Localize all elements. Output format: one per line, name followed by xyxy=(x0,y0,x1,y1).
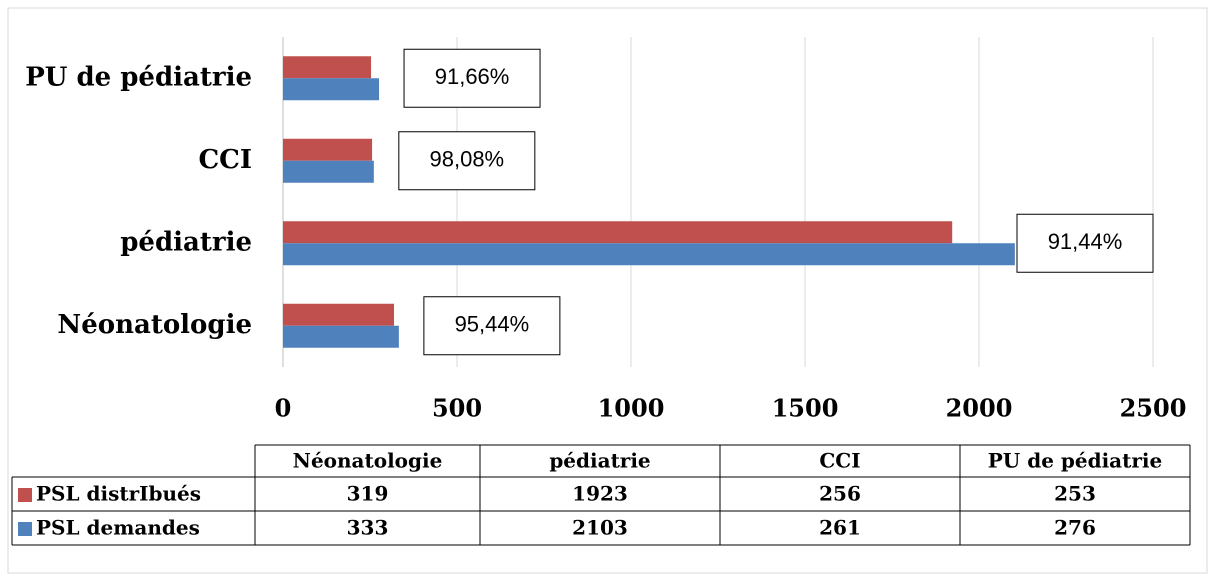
legend-swatch xyxy=(18,522,32,536)
table-header: PU de pédiatrie xyxy=(988,449,1162,473)
x-tick-label: 0 xyxy=(275,394,292,423)
table-cell: 261 xyxy=(819,516,861,540)
table-cell: 2103 xyxy=(572,516,628,540)
table-header: pédiatrie xyxy=(549,449,650,473)
y-tick-label: Néonatologie xyxy=(57,310,252,340)
x-tick-label: 2500 xyxy=(1120,394,1187,423)
x-tick-label: 1500 xyxy=(772,394,839,423)
bar xyxy=(283,160,374,183)
annotation-box xyxy=(1016,213,1154,273)
y-tick-label: PU de pédiatrie xyxy=(25,62,252,92)
x-tick-label: 2000 xyxy=(946,394,1013,423)
table-header: CCI xyxy=(819,449,860,473)
table-cell: 256 xyxy=(819,482,861,506)
annotation: 91,66% xyxy=(435,64,510,89)
annotation-box xyxy=(423,296,561,356)
table-cell: 253 xyxy=(1054,482,1096,506)
x-tick-label: 1000 xyxy=(598,394,665,423)
annotation: 98,08% xyxy=(430,147,505,172)
bar xyxy=(283,303,395,326)
annotation: 91,44% xyxy=(1048,229,1123,254)
table-cell: 333 xyxy=(347,516,389,540)
legend-label: PSL demandes xyxy=(36,516,200,540)
table-cell: 319 xyxy=(347,482,389,506)
annotation: 95,44% xyxy=(455,312,530,337)
chart-border xyxy=(7,7,1208,574)
x-tick-label: 500 xyxy=(432,394,482,423)
bar xyxy=(283,138,373,161)
bar xyxy=(283,56,372,79)
table-cell: 1923 xyxy=(572,482,628,506)
annotation-box xyxy=(398,131,536,191)
bar xyxy=(283,243,1015,266)
legend-label: PSL distrIbués xyxy=(36,482,201,506)
bar xyxy=(283,221,953,244)
annotation-box xyxy=(403,48,541,108)
table-header: Néonatologie xyxy=(293,449,443,473)
bar xyxy=(283,78,380,101)
y-tick-label: pédiatrie xyxy=(120,227,252,257)
y-tick-label: CCI xyxy=(198,145,252,175)
table-cell: 276 xyxy=(1054,516,1096,540)
bar xyxy=(283,325,399,348)
legend-swatch xyxy=(18,488,32,502)
